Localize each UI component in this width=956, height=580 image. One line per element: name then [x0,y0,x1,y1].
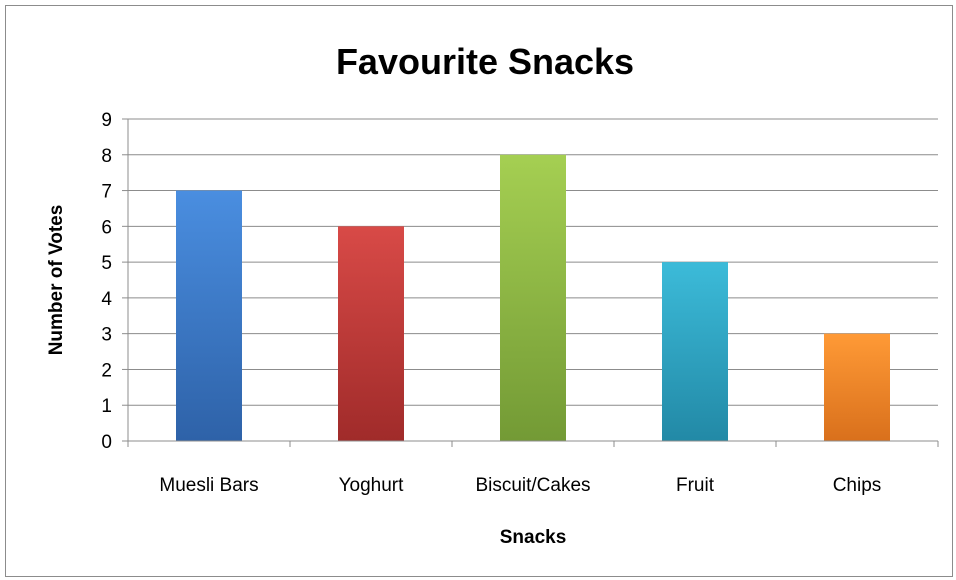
axes [127,119,938,442]
y-tick-label: 2 [101,360,112,381]
y-tick-label: 1 [101,396,112,417]
y-axis-ticks: 0 1 2 3 4 5 6 7 8 9 [101,110,128,453]
x-tick-label: Fruit [676,475,715,496]
y-tick-label: 6 [101,217,112,238]
x-axis-ticks: Muesli Bars Yoghurt Biscuit/Cakes Fruit Chip… [127,441,939,496]
y-tick-label: 5 [101,253,112,274]
x-tick-label: Biscuit/Cakes [475,475,590,496]
bar-yoghurt [338,226,404,441]
bar-muesli-bars [176,190,242,441]
chart-frame [5,5,953,577]
bar-fruit [662,262,728,441]
x-tick-label: Yoghurt [339,475,405,496]
y-tick-label: 9 [101,110,112,131]
bar-biscuit-cakes [500,154,566,441]
y-axis-label: Number of Votes [46,205,67,356]
x-tick-label: Chips [833,475,882,496]
bar-chips [824,333,890,441]
y-tick-label: 7 [101,182,112,203]
y-tick-label: 0 [101,432,112,453]
x-tick-label: Muesli Bars [159,475,258,496]
y-tick-label: 3 [101,325,112,346]
y-tick-label: 8 [101,146,112,167]
y-tick-label: 4 [101,289,112,310]
chart-title: Favourite Snacks [336,41,634,82]
bars [176,154,890,441]
x-axis-label: Snacks [500,527,567,548]
